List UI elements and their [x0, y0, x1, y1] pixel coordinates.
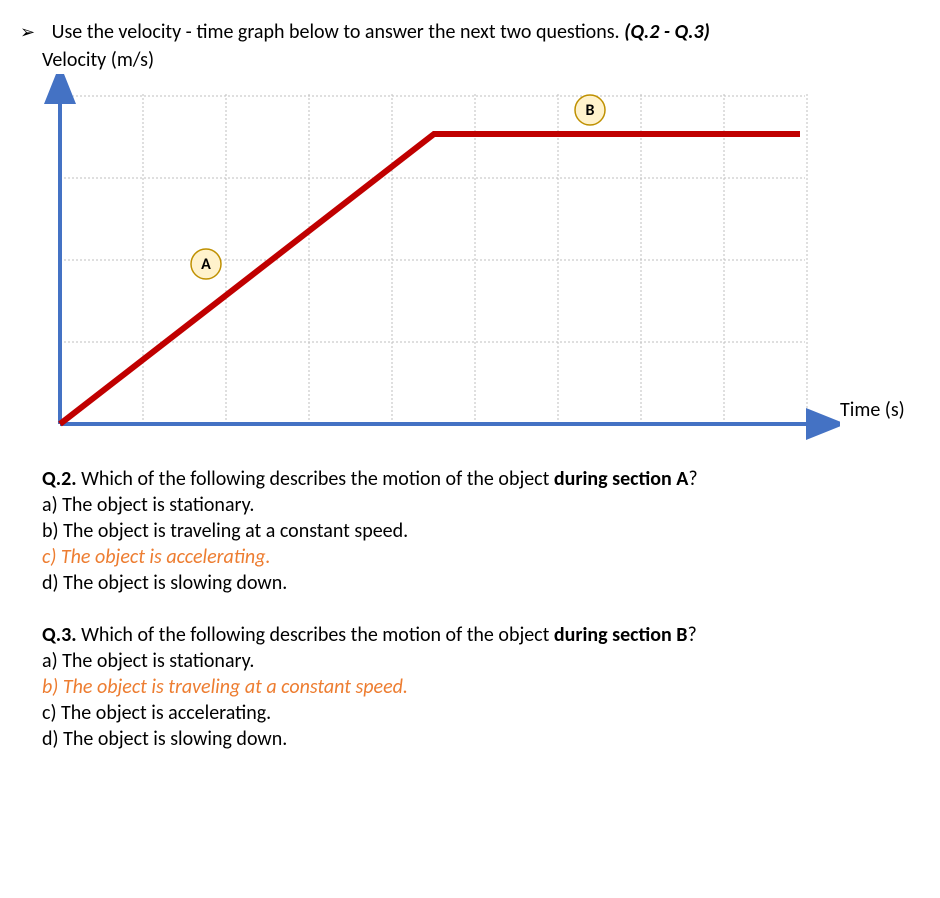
chart-x-axis-label: Time (s): [840, 398, 905, 422]
q2-option-a: a) The object is stationary.: [42, 493, 920, 517]
q3-option-b: b) The object is traveling at a constant…: [42, 675, 920, 699]
q3-option-d: d) The object is slowing down.: [42, 727, 920, 751]
question-3: Q.3. Which of the following describes th…: [42, 623, 920, 751]
chart-y-axis-label: Velocity (m/s): [42, 48, 920, 72]
chart-label-b: B: [575, 95, 605, 125]
q3-option-a: a) The object is stationary.: [42, 649, 920, 673]
q3-section: during section B: [554, 623, 688, 647]
chart-grid: [60, 94, 807, 424]
q2-option-b: b) The object is traveling at a constant…: [42, 519, 920, 543]
bullet-arrow-icon: ➢: [20, 21, 35, 43]
svg-text:A: A: [201, 255, 211, 274]
q3-qmark: ?: [687, 623, 696, 647]
q2-stem: Q.2. Which of the following describes th…: [42, 467, 920, 491]
q2-option-d: d) The object is slowing down.: [42, 571, 920, 595]
q2-qmark: ?: [688, 467, 697, 491]
svg-text:B: B: [586, 101, 595, 120]
instruction-text: Use the velocity - time graph below to a…: [52, 20, 620, 44]
q2-number: Q.2.: [42, 467, 77, 491]
q2-option-c: c) The object is accelerating.: [42, 545, 920, 569]
instruction-range: (Q.2 - Q.3): [624, 20, 710, 44]
question-2: Q.2. Which of the following describes th…: [42, 467, 920, 595]
velocity-time-chart: AB Time (s): [20, 74, 920, 449]
instruction-line: ➢ Use the velocity - time graph below to…: [20, 20, 920, 44]
q3-stem-text: Which of the following describes the mot…: [81, 623, 554, 647]
q3-option-c: c) The object is accelerating.: [42, 701, 920, 725]
chart-svg: AB: [20, 74, 840, 444]
q3-number: Q.3.: [42, 623, 77, 647]
q2-stem-text: Which of the following describes the mot…: [81, 467, 554, 491]
chart-label-a: A: [191, 249, 221, 279]
q2-section: during section A: [554, 467, 688, 491]
q3-stem: Q.3. Which of the following describes th…: [42, 623, 920, 647]
